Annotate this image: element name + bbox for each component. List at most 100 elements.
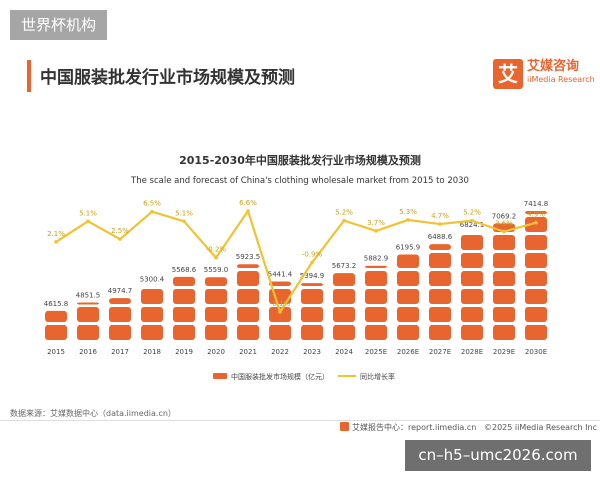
bar-segment <box>237 307 259 322</box>
bar-value-label: 5559.0 <box>204 266 229 274</box>
bar-segment <box>301 289 323 304</box>
bar-value-label: 6824.1 <box>460 221 485 229</box>
growth-point <box>470 218 474 223</box>
bar-value-label: 6195.9 <box>396 244 421 252</box>
x-tick-label: 2022 <box>271 348 289 356</box>
growth-label: 3.7% <box>367 219 385 227</box>
bar-segment <box>45 310 67 322</box>
bar-value-label: 4615.8 <box>44 300 69 308</box>
bar-segment <box>237 264 259 268</box>
clothing-wholesale-chart: 2015-2030年中国服装批发行业市场规模及预测 The scale and … <box>44 153 549 381</box>
bar-segment <box>493 271 515 286</box>
growth-label: 5.2% <box>463 209 481 217</box>
growth-point <box>534 220 538 225</box>
bar-segment <box>141 325 163 340</box>
x-tick-label: 2019 <box>175 348 193 356</box>
bar-segment <box>461 289 483 304</box>
growth-label: 2.5% <box>111 227 129 235</box>
x-tick-label: 2025E <box>365 348 387 356</box>
chart-subtitle: The scale and forecast of China's clothi… <box>130 176 469 186</box>
bar-value-label: 5923.5 <box>236 253 261 261</box>
bar-segment <box>365 307 387 322</box>
growth-point <box>214 255 218 260</box>
bar-segment <box>109 298 131 304</box>
bar-segment <box>493 235 515 250</box>
footer-report: 艾媒报告中心：report.iimedia.cn <box>352 423 477 432</box>
growth-point <box>54 240 58 244</box>
bar-segment <box>461 271 483 286</box>
bar-value-label: 5394.9 <box>300 272 325 280</box>
legend-bar-swatch <box>213 373 227 379</box>
growth-line <box>55 209 537 314</box>
footer-divider <box>0 420 600 421</box>
bar-segment <box>461 325 483 340</box>
bar-segment <box>77 325 99 340</box>
bar-segment <box>269 281 291 286</box>
bar-value-label: 5568.6 <box>172 266 197 274</box>
growth-line-series: 2.1% 5.1% 2.5% 6.5% 5.1% -0.2% 6.6% -8.1% -0.9% 5… <box>47 199 545 314</box>
growth-label: 6.5% <box>143 200 161 208</box>
x-tick-label: 2027E <box>429 348 451 356</box>
bar-value-label: 5882.9 <box>364 255 389 263</box>
bar-segment <box>397 254 419 268</box>
bar-segment <box>429 271 451 286</box>
bar-value-label: 4974.7 <box>108 287 133 295</box>
growth-point <box>342 218 346 223</box>
growth-point <box>182 219 186 224</box>
growth-label: -0.9% <box>302 251 323 259</box>
bar-segment <box>77 307 99 322</box>
bar-segment <box>461 307 483 322</box>
bar-segment <box>237 325 259 340</box>
brand-subtitle: iiMedia Research <box>527 75 595 84</box>
bar-segment <box>365 325 387 340</box>
bar-segment <box>109 325 131 340</box>
bar-segment <box>365 271 387 286</box>
x-tick-label: 2015 <box>47 348 65 356</box>
brand-mark-icon: 艾 <box>493 59 523 89</box>
bar-segment <box>365 265 387 268</box>
x-axis: 2015 2016 2017 2018 2019 2020 2021 2022 2023 2024… <box>47 348 547 356</box>
bar-segment <box>141 307 163 322</box>
x-tick-label: 2028E <box>461 348 483 356</box>
bar-segment <box>525 325 547 340</box>
bar-segment <box>173 325 195 340</box>
bar-segment <box>173 307 195 322</box>
x-tick-label: 2020 <box>207 348 225 356</box>
x-tick-label: 2023 <box>303 348 321 356</box>
bar-segment <box>493 325 515 340</box>
growth-label: -0.2% <box>206 246 227 254</box>
x-tick-label: 2017 <box>111 348 129 356</box>
chart-title: 2015-2030年中国服装批发行业市场规模及预测 <box>179 153 421 167</box>
bar-segment <box>397 325 419 340</box>
bar-segment <box>429 289 451 304</box>
bar-segment <box>173 276 195 286</box>
bar-segment <box>429 253 451 268</box>
bar-segment <box>397 289 419 304</box>
bar-segment <box>205 325 227 340</box>
x-tick-label: 2018 <box>143 348 161 356</box>
bar-segment <box>269 307 291 322</box>
growth-label: 5.1% <box>79 209 97 217</box>
bar-segment <box>525 211 547 214</box>
page-title: 中国服装批发行业市场规模及预测 <box>40 68 295 88</box>
growth-label: 6.6% <box>239 199 257 207</box>
bar-segment <box>205 289 227 304</box>
bar-value-label: 5673.2 <box>332 262 357 270</box>
bar-segment <box>205 277 227 286</box>
growth-point <box>278 310 282 314</box>
bar-segment <box>493 307 515 322</box>
growth-label: 4.9% <box>527 211 545 219</box>
bar-segment <box>333 307 355 322</box>
growth-point <box>150 209 154 214</box>
growth-label: 4.7% <box>431 212 449 220</box>
x-tick-label: 2021 <box>239 348 257 356</box>
growth-point <box>406 218 410 222</box>
footer-copyright: ©2025 iiMedia Research Inc <box>484 423 597 432</box>
footer: 艾媒报告中心：report.iimedia.cn ©2025 iiMedia R… <box>340 422 597 433</box>
bar-segment <box>429 244 451 250</box>
growth-label: 5.1% <box>175 209 193 217</box>
bar-segment <box>301 283 323 286</box>
growth-label: 2.1% <box>47 230 65 238</box>
bar-segment <box>525 307 547 322</box>
bar-segment <box>525 253 547 268</box>
